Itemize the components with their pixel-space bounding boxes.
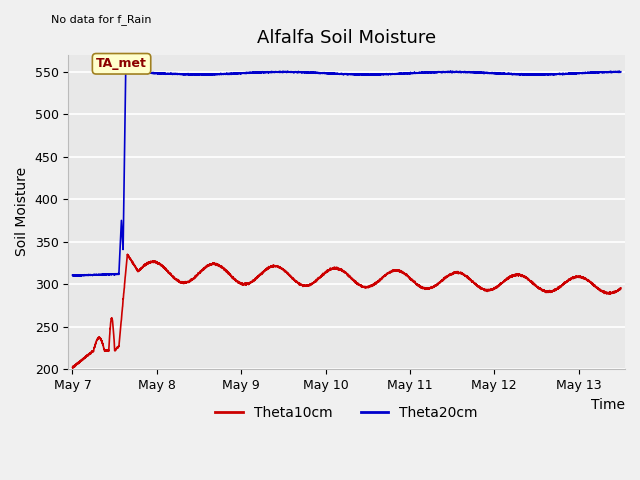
X-axis label: Time: Time bbox=[591, 397, 625, 411]
Title: Alfalfa Soil Moisture: Alfalfa Soil Moisture bbox=[257, 29, 436, 48]
Y-axis label: Soil Moisture: Soil Moisture bbox=[15, 168, 29, 256]
Text: No data for f_Rain: No data for f_Rain bbox=[51, 14, 152, 25]
Text: TA_met: TA_met bbox=[96, 57, 147, 70]
Legend: Theta10cm, Theta20cm: Theta10cm, Theta20cm bbox=[210, 400, 484, 425]
